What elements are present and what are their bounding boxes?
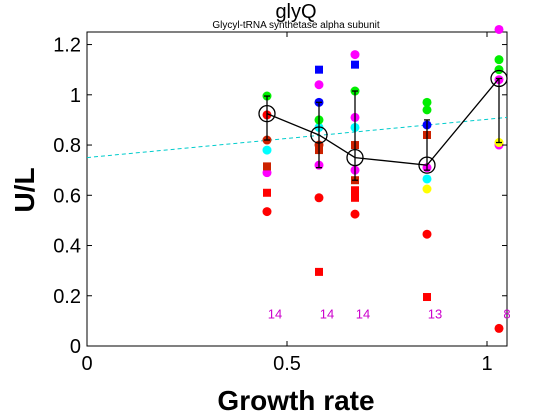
y-tick-label-2: 0.4 [53,236,81,258]
data-point-circle-4 [262,145,272,155]
data-point-circle-30 [422,229,432,239]
chart-subtitle: Glycyl-tRNA synthetase alpha subunit [212,20,380,31]
data-point-circle-0 [262,207,272,217]
data-point-circle-32 [422,174,432,184]
data-point-circle-2 [262,168,272,178]
data-point-square-1 [263,188,271,197]
y-tick-label-1: 0.2 [53,286,81,308]
mean-marker-2 [346,148,364,167]
count-label-2: 14 [356,306,370,321]
y-axis-label: U/L [9,167,40,212]
mean-marker-3 [418,156,436,174]
data-point-circle-43 [494,55,504,65]
mean-series-layer [258,69,508,181]
plot-frame [86,31,508,347]
plot-area: 14 14 14 13 8 [86,24,511,347]
data-point-square-17 [315,65,323,74]
data-point-square-3 [263,162,271,171]
data-point-circle-31 [422,184,432,194]
y-tick-label-0: 0 [70,336,81,358]
data-point-circle-38 [494,323,504,333]
data-point-square-29 [423,293,431,302]
count-label-1: 14 [320,306,334,321]
data-point-circle-42 [494,65,504,75]
count-label-0: 14 [268,306,282,321]
y-tick-label-4: 0.8 [53,135,81,157]
y-axis: 0 0.2 0.4 0.6 0.8 1 1.2 [53,35,507,358]
mean-line [266,78,500,166]
y-tick-label-5: 1 [70,85,81,107]
data-point-square-27 [351,60,359,69]
counts-layer: 14 14 14 13 8 [268,306,511,321]
mean-marker-4 [490,69,508,88]
data-point-square-19 [351,193,359,202]
mean-marker-1 [310,126,328,144]
data-point-circle-37 [422,97,432,107]
data-point-square-8 [315,267,323,276]
chart-title: glyQ [275,1,316,23]
data-point-circle-16 [314,80,324,90]
data-point-circle-9 [314,193,324,203]
mean-marker-0 [258,104,276,123]
x-tick-label-2: 1 [481,353,492,375]
y-tick-label-6: 1.2 [53,35,81,57]
y-tick-label-3: 0.6 [53,185,81,207]
data-point-circle-28 [350,50,360,60]
x-tick-label-0: 0 [81,353,92,375]
x-axis-label: Growth rate [217,385,374,416]
data-point-circle-18 [350,209,360,219]
trend-line-layer [86,116,508,159]
trend-line [86,116,508,159]
data-point-circle-36 [422,105,432,115]
x-tick-label-1: 0.5 [273,353,301,375]
count-label-4: 8 [503,306,510,321]
x-axis: 0 0.5 1 [81,32,493,375]
data-point-square-20 [351,186,359,195]
count-label-3: 13 [428,306,442,321]
data-point-circle-44 [494,24,504,34]
